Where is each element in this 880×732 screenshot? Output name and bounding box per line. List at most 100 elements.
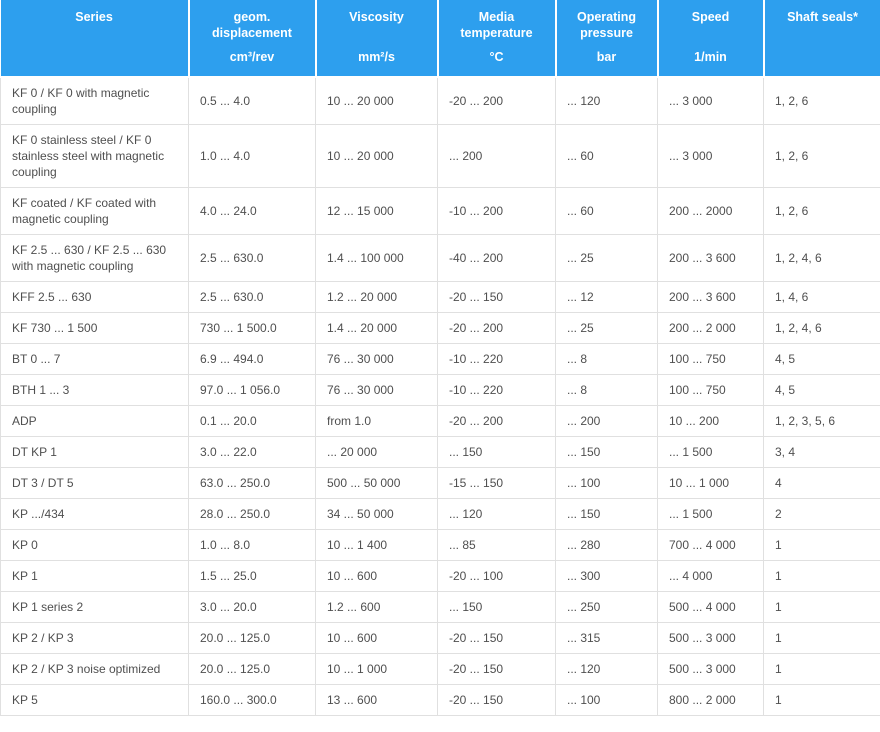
table-cell: 500 ... 50 000 — [315, 467, 438, 499]
table-cell: 10 ... 600 — [315, 622, 438, 654]
table-cell: 0.5 ... 4.0 — [188, 76, 316, 125]
table-row: KP 1 series 2 3.0 ... 20.0 1.2 ... 600... … — [0, 591, 880, 623]
table-cell: 200 ... 3 600 — [657, 234, 764, 282]
table-row: KF 2.5 ... 630 / KF 2.5 ... 630 with mag… — [0, 234, 880, 282]
series-cell: KP .../434 — [0, 498, 189, 530]
table-cell: ... 12 — [555, 281, 658, 313]
table-cell: 10 ... 600 — [315, 560, 438, 592]
table-cell: ... 100 — [555, 467, 658, 499]
table-cell: 200 ... 2000 — [657, 187, 764, 235]
column-header-media-temperature: Media temperature °C — [437, 0, 557, 78]
table-cell: ... 8 — [555, 343, 658, 375]
column-header-speed: Speed 1/min — [657, 0, 765, 78]
table-cell: -20 ... 200 — [437, 405, 556, 437]
table-cell: 1, 2, 3, 5, 6 — [763, 405, 880, 437]
series-cell: ADP — [0, 405, 189, 437]
table-cell: ... 200 — [555, 405, 658, 437]
table-row: KP 5 160.0 ... 300.0 13 ... 600 -20 ... 150… — [0, 684, 880, 716]
table-cell: 76 ... 30 000 — [315, 374, 438, 406]
table-row: KP 1 1.5 ... 25.0 10 ... 600 -20 ... 100...… — [0, 560, 880, 592]
table-cell: 1.0 ... 4.0 — [188, 124, 316, 188]
table-cell: ... 25 — [555, 234, 658, 282]
table-row: KF 0 stainless steel / KF 0 stainless st… — [0, 124, 880, 188]
table-cell: from 1.0 — [315, 405, 438, 437]
table-cell: 4.0 ... 24.0 — [188, 187, 316, 235]
table-cell: -10 ... 220 — [437, 343, 556, 375]
table-cell: ... 4 000 — [657, 560, 764, 592]
table-cell: 1 — [763, 591, 880, 623]
table-cell: 3.0 ... 20.0 — [188, 591, 316, 623]
table-cell: ... 3 000 — [657, 124, 764, 188]
series-cell: KF 730 ... 1 500 — [0, 312, 189, 344]
column-header-shaft-seals: Shaft seals* — [763, 0, 880, 78]
table-cell: 1, 2, 4, 6 — [763, 234, 880, 282]
series-cell: KP 5 — [0, 684, 189, 716]
column-label: Operating pressure — [576, 10, 637, 40]
column-label: geom. displacement — [212, 10, 292, 40]
series-cell: KP 2 / KP 3 — [0, 622, 189, 654]
column-label: Shaft seals* — [787, 10, 858, 24]
table-cell: 6.9 ... 494.0 — [188, 343, 316, 375]
table-cell: 2.5 ... 630.0 — [188, 234, 316, 282]
column-label: Media temperature — [460, 10, 533, 40]
table-cell: -10 ... 220 — [437, 374, 556, 406]
table-row: KF 730 ... 1 500 730 ... 1 500.0 1.4 ... 2… — [0, 312, 880, 344]
table-cell: 12 ... 15 000 — [315, 187, 438, 235]
table-cell: -20 ... 200 — [437, 76, 556, 125]
column-unit: °C — [489, 50, 504, 64]
table-cell: ... 1 500 — [657, 498, 764, 530]
table-cell: 200 ... 3 600 — [657, 281, 764, 313]
series-cell: DT 3 / DT 5 — [0, 467, 189, 499]
table-cell: ... 85 — [437, 529, 556, 561]
table-cell: 2.5 ... 630.0 — [188, 281, 316, 313]
table-cell: 200 ... 2 000 — [657, 312, 764, 344]
series-cell: BT 0 ... 7 — [0, 343, 189, 375]
table-cell: 1, 2, 6 — [763, 187, 880, 235]
table-cell: 1 — [763, 560, 880, 592]
table-cell: -10 ... 200 — [437, 187, 556, 235]
table-header: Series geom. displacement cm³/rev Viscosity… — [0, 0, 880, 78]
column-unit: mm²/s — [358, 50, 395, 64]
series-cell: KF 2.5 ... 630 / KF 2.5 ... 630 with mag… — [0, 234, 189, 282]
table-cell: -20 ... 200 — [437, 312, 556, 344]
column-label: Series — [75, 10, 113, 24]
series-cell: KP 0 — [0, 529, 189, 561]
table-row: KP 2 / KP 3 20.0 ... 125.0 10 ... 600 -20 .… — [0, 622, 880, 654]
column-unit — [7, 50, 182, 65]
table-cell: ... 20 000 — [315, 436, 438, 468]
table-cell: ... 250 — [555, 591, 658, 623]
column-header-viscosity: Viscosity mm²/s — [315, 0, 439, 78]
table-cell: 1 — [763, 622, 880, 654]
table-row: KP .../434 28.0 ... 250.0 34 ... 50 000...… — [0, 498, 880, 530]
series-cell: BTH 1 ... 3 — [0, 374, 189, 406]
table-cell: 10 ... 200 — [657, 405, 764, 437]
table-cell: 76 ... 30 000 — [315, 343, 438, 375]
table-cell: 1, 4, 6 — [763, 281, 880, 313]
table-cell: 1 — [763, 653, 880, 685]
table-row: KP 0 1.0 ... 8.0 10 ... 1 400... 85... 280… — [0, 529, 880, 561]
table-cell: ... 100 — [555, 684, 658, 716]
table-cell: 4 — [763, 467, 880, 499]
table-cell: ... 60 — [555, 124, 658, 188]
series-cell: KF coated / KF coated with magnetic coup… — [0, 187, 189, 235]
table-row: DT KP 1 3.0 ... 22.0... 20 000... 150... … — [0, 436, 880, 468]
table-cell: -20 ... 150 — [437, 653, 556, 685]
table-row: KP 2 / KP 3 noise optimized 20.0 ... 125.… — [0, 653, 880, 685]
column-unit: cm³/rev — [229, 50, 275, 64]
column-label: Speed — [691, 10, 730, 24]
table-cell: ... 150 — [555, 436, 658, 468]
table-cell: 1, 2, 4, 6 — [763, 312, 880, 344]
table-cell: 1.4 ... 20 000 — [315, 312, 438, 344]
table-cell: 730 ... 1 500.0 — [188, 312, 316, 344]
table-cell: 20.0 ... 125.0 — [188, 653, 316, 685]
table-cell: 1.5 ... 25.0 — [188, 560, 316, 592]
column-header-series: Series — [0, 0, 190, 78]
column-header-geom-displacement: geom. displacement cm³/rev — [188, 0, 317, 78]
column-header-operating-pressure: Operating pressure bar — [555, 0, 659, 78]
series-cell: KF 0 stainless steel / KF 0 stainless st… — [0, 124, 189, 188]
table-cell: 2 — [763, 498, 880, 530]
table-cell: 1.2 ... 600 — [315, 591, 438, 623]
table-cell: 97.0 ... 1 056.0 — [188, 374, 316, 406]
table-cell: 10 ... 1 400 — [315, 529, 438, 561]
